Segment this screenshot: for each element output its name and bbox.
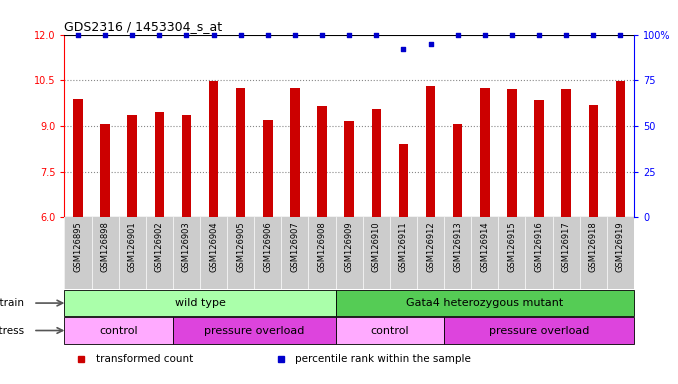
Bar [100, 124, 110, 217]
FancyBboxPatch shape [336, 317, 444, 344]
Bar [127, 115, 137, 217]
Point [154, 31, 165, 38]
Point [208, 31, 219, 38]
Text: wild type: wild type [174, 298, 226, 308]
FancyBboxPatch shape [64, 317, 173, 344]
Point [615, 31, 626, 38]
Bar [317, 106, 327, 217]
Bar [372, 109, 381, 217]
Text: percentile rank within the sample: percentile rank within the sample [295, 354, 471, 364]
Text: GSM126898: GSM126898 [100, 221, 110, 272]
Text: GSM126916: GSM126916 [534, 221, 544, 272]
Bar [453, 124, 462, 217]
Point [425, 41, 436, 47]
Text: pressure overload: pressure overload [204, 326, 304, 336]
Text: GSM126908: GSM126908 [317, 221, 327, 272]
Text: GSM126895: GSM126895 [73, 221, 83, 272]
Bar [73, 99, 83, 217]
Bar [344, 121, 354, 217]
Text: strain: strain [0, 298, 24, 308]
Point [534, 31, 544, 38]
Point [398, 46, 409, 52]
Point [452, 31, 463, 38]
Text: GSM126903: GSM126903 [182, 221, 191, 272]
Text: GSM126909: GSM126909 [344, 221, 354, 272]
FancyBboxPatch shape [444, 317, 634, 344]
Point [588, 31, 599, 38]
Text: GSM126907: GSM126907 [290, 221, 300, 272]
Text: GSM126901: GSM126901 [127, 221, 137, 272]
Point [371, 31, 382, 38]
Bar [182, 115, 191, 217]
Bar [155, 112, 164, 217]
Text: control: control [100, 326, 138, 336]
Text: control: control [371, 326, 409, 336]
Text: Gata4 heterozygous mutant: Gata4 heterozygous mutant [406, 298, 563, 308]
Text: GSM126910: GSM126910 [372, 221, 381, 272]
FancyBboxPatch shape [173, 317, 336, 344]
Bar [589, 105, 598, 217]
Text: stress: stress [0, 326, 24, 336]
Bar [426, 86, 435, 217]
FancyBboxPatch shape [64, 290, 336, 316]
Text: transformed count: transformed count [96, 354, 193, 364]
Text: GSM126918: GSM126918 [589, 221, 598, 272]
Point [317, 31, 327, 38]
Bar [534, 100, 544, 217]
Point [561, 31, 572, 38]
Bar [507, 89, 517, 217]
Text: GSM126915: GSM126915 [507, 221, 517, 272]
Point [262, 31, 273, 38]
Text: GSM126913: GSM126913 [453, 221, 462, 272]
Bar [616, 81, 625, 217]
Bar [263, 120, 273, 217]
Bar [236, 88, 245, 217]
Point [479, 31, 490, 38]
Text: GSM126919: GSM126919 [616, 221, 625, 272]
Point [181, 31, 192, 38]
Point [506, 31, 517, 38]
Text: GDS2316 / 1453304_s_at: GDS2316 / 1453304_s_at [64, 20, 222, 33]
Point [100, 31, 111, 38]
Text: GSM126905: GSM126905 [236, 221, 245, 272]
Text: GSM126912: GSM126912 [426, 221, 435, 272]
Point [73, 31, 83, 38]
Text: GSM126902: GSM126902 [155, 221, 164, 272]
Text: pressure overload: pressure overload [489, 326, 589, 336]
Text: GSM126917: GSM126917 [561, 221, 571, 272]
Bar [480, 88, 490, 217]
Text: GSM126911: GSM126911 [399, 221, 408, 272]
Point [235, 31, 246, 38]
Bar [209, 81, 218, 217]
Bar [399, 144, 408, 217]
Text: GSM126914: GSM126914 [480, 221, 490, 272]
Point [290, 31, 300, 38]
Bar [290, 88, 300, 217]
Point [127, 31, 138, 38]
Point [344, 31, 355, 38]
FancyBboxPatch shape [336, 290, 634, 316]
Bar [561, 89, 571, 217]
Text: GSM126904: GSM126904 [209, 221, 218, 272]
Text: GSM126906: GSM126906 [263, 221, 273, 272]
